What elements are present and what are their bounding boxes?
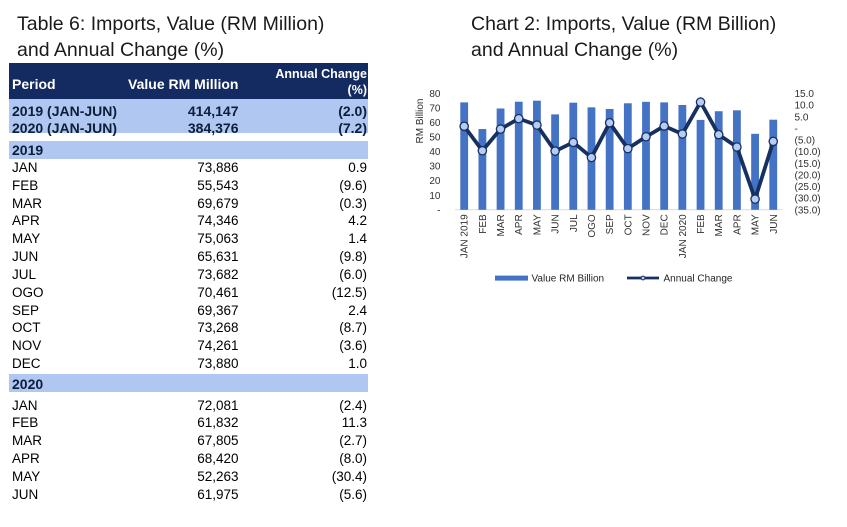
svg-text:MAR: MAR	[714, 214, 725, 236]
svg-text:(10.0): (10.0)	[795, 147, 821, 158]
svg-text:(35.0): (35.0)	[795, 205, 821, 216]
svg-text:30: 30	[429, 162, 441, 173]
svg-text:5.0: 5.0	[795, 112, 809, 123]
svg-text:10: 10	[429, 191, 441, 202]
svg-text:15.0: 15.0	[795, 89, 815, 100]
svg-text:(15.0): (15.0)	[795, 159, 821, 170]
svg-text:10.0: 10.0	[795, 101, 815, 112]
svg-text:(5.0): (5.0)	[795, 136, 816, 147]
svg-text:60: 60	[429, 118, 441, 129]
svg-text:JUL: JUL	[569, 214, 580, 232]
svg-text:OGO: OGO	[587, 214, 598, 238]
svg-text:70: 70	[429, 104, 441, 115]
svg-text:JUN: JUN	[551, 214, 562, 233]
svg-text:-: -	[437, 205, 440, 216]
svg-text:40: 40	[429, 147, 441, 158]
svg-text:MAR: MAR	[496, 214, 507, 236]
svg-text:(20.0): (20.0)	[795, 170, 821, 181]
svg-text:APR: APR	[732, 214, 743, 235]
svg-text:FEB: FEB	[696, 214, 707, 234]
svg-text:(25.0): (25.0)	[795, 182, 821, 193]
svg-text:50: 50	[429, 133, 441, 144]
svg-text:Annual Change: Annual Change	[664, 274, 733, 285]
svg-text:JAN 2020: JAN 2020	[678, 214, 689, 258]
svg-text:Value RM Billion: Value RM Billion	[532, 274, 605, 285]
svg-text:DEC: DEC	[660, 214, 671, 235]
svg-text:MAY: MAY	[751, 214, 762, 235]
svg-text:NOV: NOV	[642, 214, 653, 236]
svg-text:20: 20	[429, 176, 441, 187]
svg-text:MAY: MAY	[532, 214, 543, 235]
svg-text:SEP: SEP	[605, 214, 616, 234]
svg-text:-: -	[795, 124, 798, 135]
svg-text:FEB: FEB	[478, 214, 489, 234]
svg-text:80: 80	[429, 89, 441, 100]
svg-text:(30.0): (30.0)	[795, 194, 821, 205]
svg-text:OCT: OCT	[623, 214, 634, 235]
svg-text:APR: APR	[514, 214, 525, 235]
svg-text:RM Billion: RM Billion	[415, 98, 426, 143]
svg-text:JUN: JUN	[769, 214, 780, 233]
svg-text:JAN 2019: JAN 2019	[460, 214, 471, 258]
